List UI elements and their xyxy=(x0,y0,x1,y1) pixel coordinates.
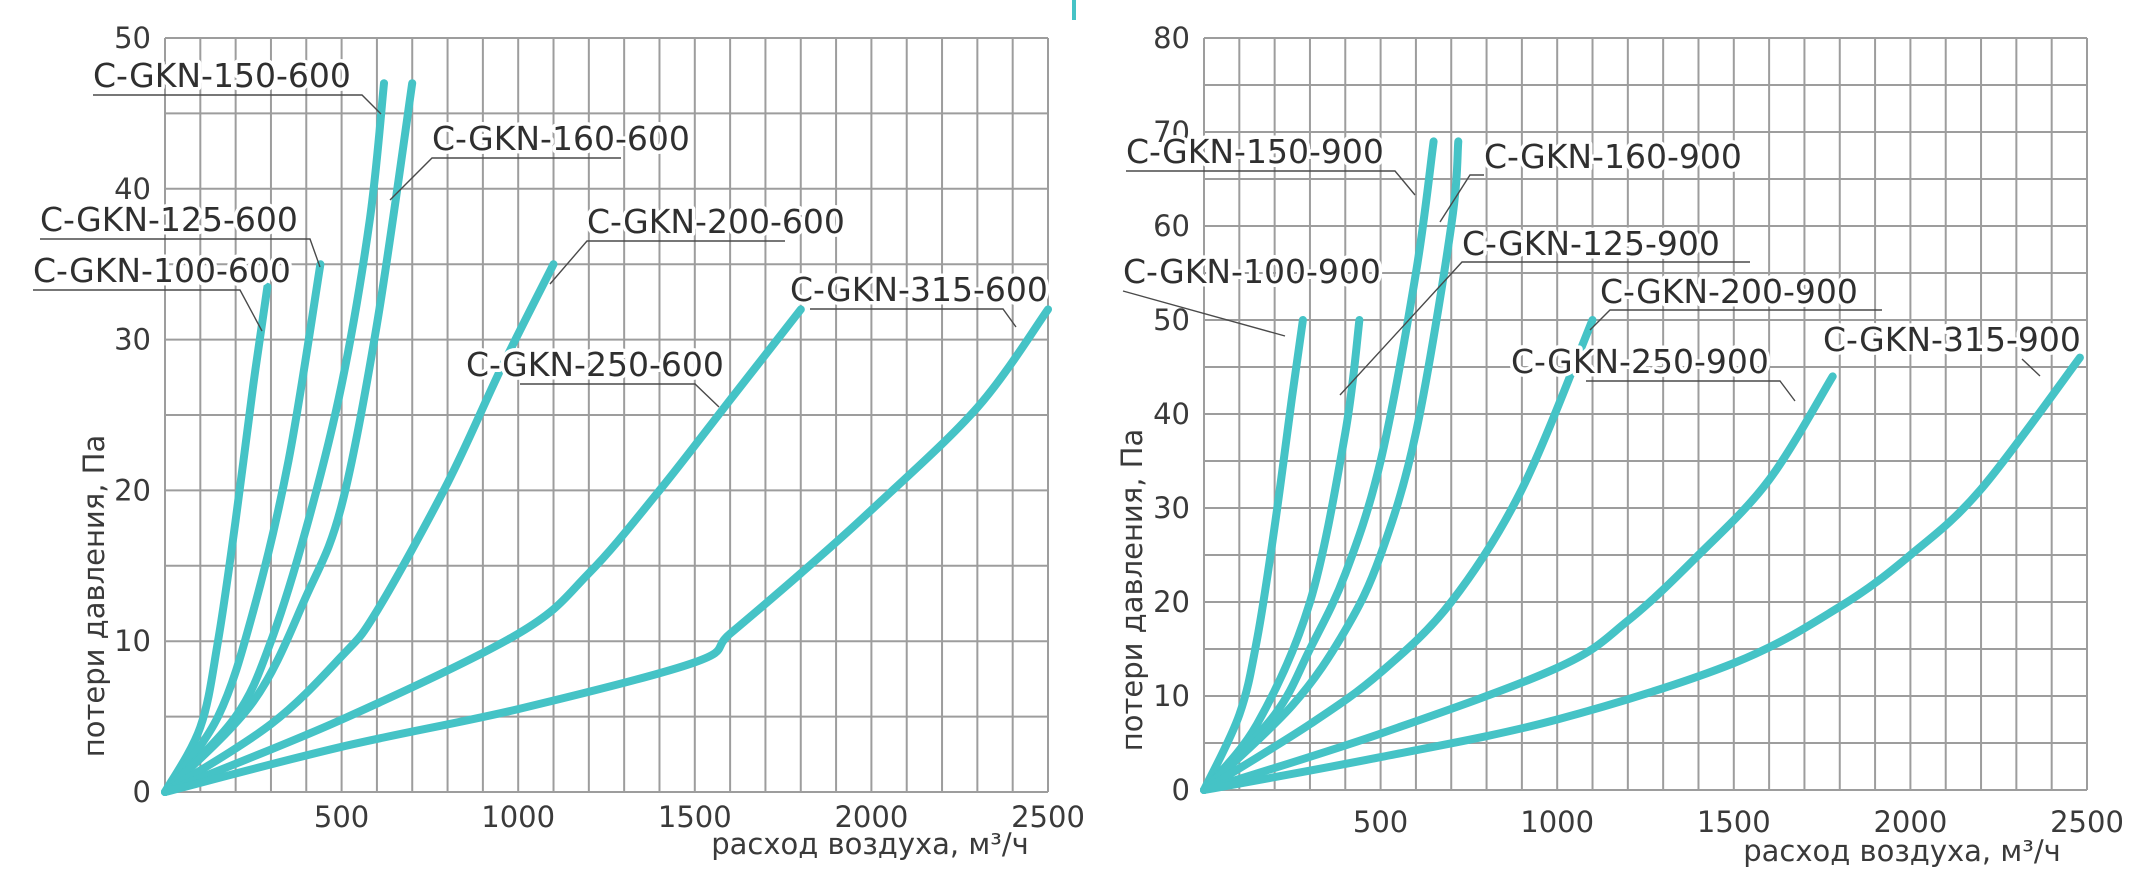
y-tick-label: 20 xyxy=(114,473,151,507)
series-line-C-GKN-100-600 xyxy=(161,282,272,796)
series-line-C-GKN-160-900 xyxy=(1200,137,1463,794)
series-line-C-GKN-200-900 xyxy=(1200,316,1597,794)
y-tick-label: 10 xyxy=(114,624,151,658)
y-tick-label: 10 xyxy=(1153,679,1190,713)
y-tick-label: 30 xyxy=(114,323,151,357)
leader-line xyxy=(520,383,720,408)
x-tick-label: 1000 xyxy=(1520,805,1594,839)
leader-line xyxy=(810,308,1017,328)
leader-line xyxy=(1586,380,1796,402)
leader-line xyxy=(33,289,263,332)
leader-line xyxy=(549,240,785,285)
x-tick-label: 1000 xyxy=(481,800,555,834)
series-line-C-GKN-250-900 xyxy=(1200,372,1837,794)
leader-line xyxy=(40,238,321,268)
leader-line xyxy=(1439,174,1484,223)
grid xyxy=(1203,37,2088,791)
y-tick-label: 60 xyxy=(1153,209,1190,243)
series-line-C-GKN-315-900 xyxy=(1200,353,2084,794)
leader-line xyxy=(1589,309,1882,331)
series-label: C-GKN-150-600 xyxy=(93,56,351,95)
series-label: C-GKN-315-600 xyxy=(790,270,1048,309)
series-line-C-GKN-160-600 xyxy=(161,79,417,796)
series-line-C-GKN-150-900 xyxy=(1200,137,1438,794)
y-tick-label: 40 xyxy=(114,172,151,206)
leader-line xyxy=(2021,358,2041,377)
series-line-C-GKN-125-600 xyxy=(161,260,325,796)
y-tick-label: 0 xyxy=(1172,773,1190,807)
x-axis-label: расход воздуха, м³/ч xyxy=(1743,834,2061,868)
x-tick-label: 2000 xyxy=(1873,805,1947,839)
series-label: C-GKN-315-900 xyxy=(1823,320,2081,359)
series-line-C-GKN-150-600 xyxy=(161,79,388,796)
series-label: C-GKN-150-900 xyxy=(1126,132,1384,171)
series-label: C-GKN-125-900 xyxy=(1462,224,1720,263)
series-label: C-GKN-200-600 xyxy=(587,202,845,241)
y-axis-label: потери давления, Па xyxy=(1115,429,1149,751)
y-tick-label: 20 xyxy=(1153,585,1190,619)
series-label: C-GKN-125-600 xyxy=(40,200,298,239)
y-tick-label: 50 xyxy=(114,21,151,55)
y-tick-label: 40 xyxy=(1153,397,1190,431)
series-label: C-GKN-250-600 xyxy=(466,345,724,384)
series-line-C-GKN-315-600 xyxy=(161,305,1052,796)
y-tick-label: 0 xyxy=(133,775,151,809)
series-label: C-GKN-160-600 xyxy=(432,119,690,158)
series-label: C-GKN-250-900 xyxy=(1511,342,1769,381)
y-tick-label: 50 xyxy=(1153,303,1190,337)
pressure-loss-chart-900: 500 1000 1500 2000 2500 0 10 20 30 40 50 60 70 80 поте… xyxy=(1115,21,2124,868)
x-tick-label: 2500 xyxy=(1011,800,1085,834)
pressure-loss-chart-600: 500 1000 1500 2000 2500 0 10 20 30 40 50 потери дав… xyxy=(30,21,1085,861)
series-label: C-GKN-100-600 xyxy=(33,251,291,290)
x-tick-label: 1500 xyxy=(658,800,732,834)
x-tick-label: 1500 xyxy=(1697,805,1771,839)
y-tick-label: 80 xyxy=(1153,21,1190,55)
leader-line xyxy=(1339,261,1750,396)
x-tick-label: 2500 xyxy=(2050,805,2124,839)
series-line-C-GKN-100-900 xyxy=(1200,316,1307,794)
series-line-C-GKN-250-600 xyxy=(161,305,805,796)
series-line-C-GKN-125-900 xyxy=(1200,316,1364,794)
x-tick-label: 2000 xyxy=(834,800,908,834)
leader-line xyxy=(1122,290,1286,337)
y-axis-label: потери давления, Па xyxy=(77,435,111,757)
y-tick-label: 30 xyxy=(1153,491,1190,525)
leader-line xyxy=(1126,170,1416,196)
top-edge-mark xyxy=(1072,0,1076,20)
x-tick-label: 500 xyxy=(1353,805,1408,839)
x-tick-label: 500 xyxy=(314,800,369,834)
x-axis-label: расход воздуха, м³/ч xyxy=(711,827,1029,861)
series-label: C-GKN-200-900 xyxy=(1600,272,1858,311)
series-label: C-GKN-100-900 xyxy=(1123,252,1381,291)
leader-line xyxy=(389,157,621,201)
leader-line xyxy=(93,94,382,115)
grid xyxy=(164,37,1049,793)
series-line-C-GKN-200-600 xyxy=(161,260,558,796)
y-tick-label: 70 xyxy=(1153,115,1190,149)
series-label: C-GKN-160-900 xyxy=(1484,137,1742,176)
